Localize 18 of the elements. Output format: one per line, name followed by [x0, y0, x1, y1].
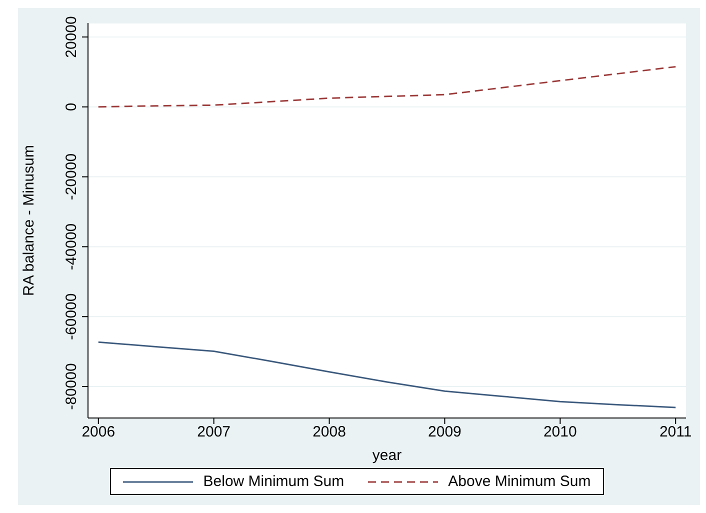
line-series	[98, 66, 676, 108]
x-tick-label: 2009	[428, 424, 462, 441]
y-axis-title: RA balance - Minusum	[20, 145, 38, 296]
line-series	[98, 341, 676, 408]
legend-label: Below Minimum Sum	[203, 473, 344, 490]
y-tick-label: -60000	[63, 293, 80, 340]
y-tick-label: -40000	[63, 223, 80, 270]
x-axis-title: year	[372, 447, 402, 464]
y-tick-label: -20000	[63, 153, 80, 200]
y-tick-label: -80000	[63, 363, 80, 410]
y-tick-label: 0	[63, 102, 80, 112]
legend-label: Above Minimum Sum	[448, 473, 591, 490]
x-tick-label: 2006	[82, 424, 116, 441]
x-tick-label: 2007	[197, 424, 231, 441]
x-tick-label: 2010	[543, 424, 577, 441]
x-tick-label: 2011	[659, 424, 692, 441]
x-tick-label: 2008	[312, 424, 346, 441]
y-tick-label: 20000	[63, 16, 80, 58]
